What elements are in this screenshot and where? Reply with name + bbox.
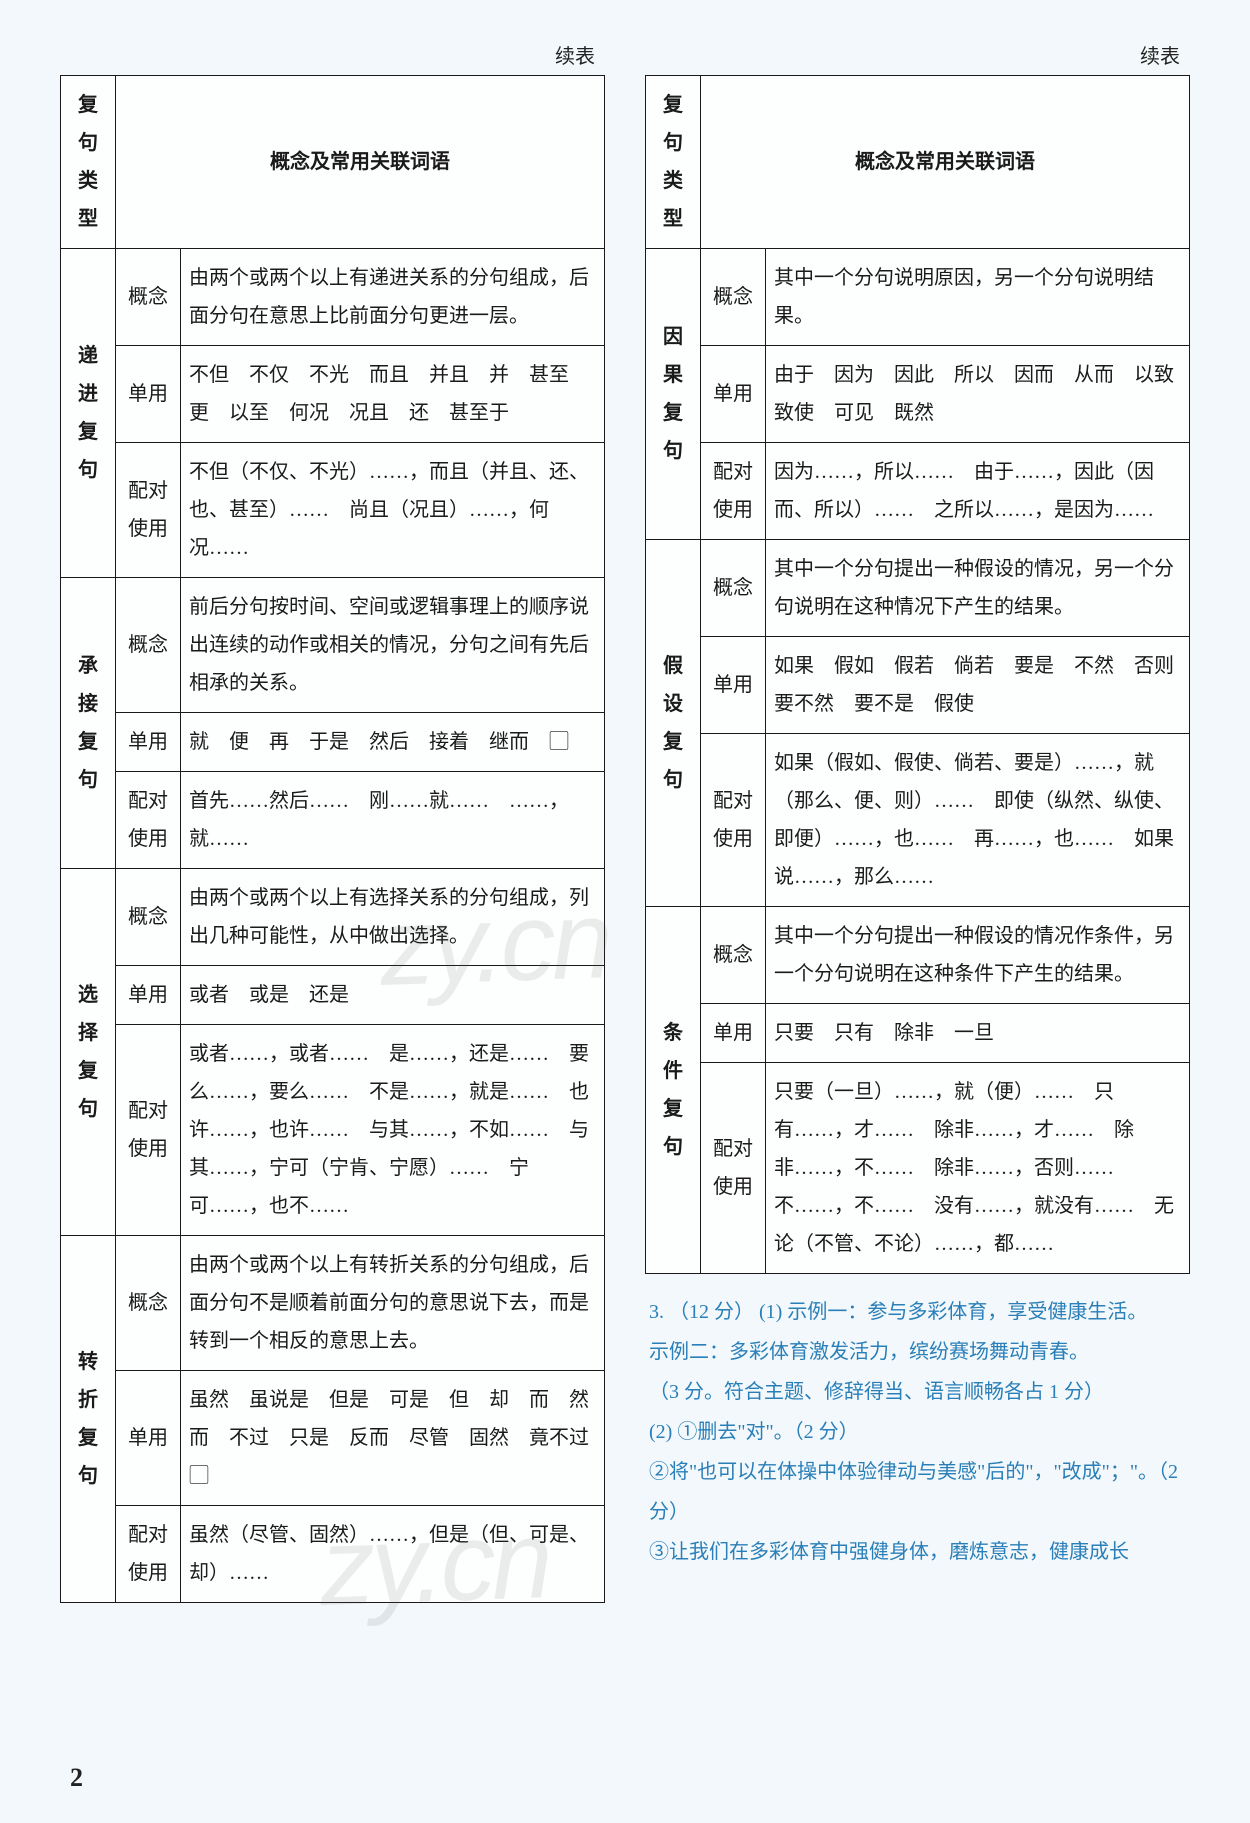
content-cell: 其中一个分句提出一种假设的情况作条件，另一个分句说明在这种条件下产生的结果。 — [766, 907, 1190, 1004]
header-concept: 概念及常用关联词语 — [701, 76, 1190, 249]
q3-number: 3. — [649, 1301, 664, 1323]
content-cell: 或者……，或者…… 是……，还是…… 要么……，要么…… 不是……，就是…… 也… — [181, 1025, 605, 1236]
sub-cell: 配对使用 — [701, 1063, 766, 1274]
page-layout: 续表 复句类型 概念及常用关联词语 递进复句 概念 由两个或两个以上有递进关系的… — [50, 40, 1200, 1603]
content-cell: 由两个或两个以上有转折关系的分句组成，后面分句不是顺着前面分句的意思说下去，而是… — [181, 1236, 605, 1371]
content-cell: 虽然（尽管、固然）……，但是（但、可是、却）…… — [181, 1506, 605, 1603]
table-row: 单用 不但 不仅 不光 而且 并且 并 甚至 更 以至 何况 况且 还 甚至于 — [61, 346, 605, 443]
q3-2-2: ②将"也可以在体操中体验律动与美感"后的"，"改成"；"。（2 分） — [649, 1461, 1178, 1523]
sub-cell: 单用 — [116, 1371, 181, 1506]
q3-1-label: (1) — [759, 1301, 782, 1323]
sub-cell: 概念 — [701, 907, 766, 1004]
sub-cell: 配对使用 — [116, 443, 181, 578]
q3-points: （12 分） — [669, 1301, 754, 1323]
q3-1-note: （3 分。符合主题、修辞得当、语言顺畅各占 1 分） — [649, 1381, 1104, 1403]
type-cell-jiashe: 假设复句 — [646, 540, 701, 907]
content-cell: 虽然 虽说是 但是 可是 但 却 而 然而 不过 只是 反而 尽管 固然 竟不过… — [181, 1371, 605, 1506]
content-cell: 就 便 再 于是 然后 接着 继而 ▢ — [181, 713, 605, 772]
sub-cell: 概念 — [116, 869, 181, 966]
page-number: 2 — [70, 1763, 83, 1793]
type-cell-zhuanzhe: 转折复句 — [61, 1236, 116, 1603]
right-column: 续表 复句类型 概念及常用关联词语 因果复句 概念 其中一个分句说明原因，另一个… — [645, 40, 1190, 1603]
header-type-text: 复句类型 — [663, 94, 683, 230]
continued-label-left: 续表 — [60, 40, 605, 69]
table-header-row: 复句类型 概念及常用关联词语 — [61, 76, 605, 249]
q3-1-ex2: 示例二：多彩体育激发活力，缤纷赛场舞动青春。 — [649, 1341, 1089, 1363]
content-cell: 因为……，所以…… 由于……，因此（因而、所以）…… 之所以……，是因为…… — [766, 443, 1190, 540]
type-cell-xuanze: 选择复句 — [61, 869, 116, 1236]
q3-2-label: (2) — [649, 1421, 672, 1443]
table-row: 配对使用 只要（一旦）……，就（便）…… 只有……，才…… 除非……，才…… 除… — [646, 1063, 1190, 1274]
table-row: 转折复句 概念 由两个或两个以上有转折关系的分句组成，后面分句不是顺着前面分句的… — [61, 1236, 605, 1371]
table-row: 选择复句 概念 由两个或两个以上有选择关系的分句组成，列出几种可能性，从中做出选… — [61, 869, 605, 966]
content-cell: 不但（不仅、不光）……，而且（并且、还、也、甚至）…… 尚且（况且）……，何况…… — [181, 443, 605, 578]
table-row: 单用 只要 只有 除非 一旦 — [646, 1004, 1190, 1063]
table-row: 假设复句 概念 其中一个分句提出一种假设的情况，另一个分句说明在这种情况下产生的… — [646, 540, 1190, 637]
continued-label-right: 续表 — [645, 40, 1190, 69]
left-table: 复句类型 概念及常用关联词语 递进复句 概念 由两个或两个以上有递进关系的分句组… — [60, 75, 605, 1603]
content-cell: 由两个或两个以上有递进关系的分句组成，后面分句在意思上比前面分句更进一层。 — [181, 249, 605, 346]
header-type: 复句类型 — [646, 76, 701, 249]
content-cell: 如果 假如 假若 倘若 要是 不然 否则 要不然 要不是 假使 — [766, 637, 1190, 734]
header-type: 复句类型 — [61, 76, 116, 249]
right-table: 复句类型 概念及常用关联词语 因果复句 概念 其中一个分句说明原因，另一个分句说… — [645, 75, 1190, 1274]
table-row: 配对使用 如果（假如、假使、倘若、要是）……，就（那么、便、则）…… 即使（纵然… — [646, 734, 1190, 907]
sub-cell: 配对使用 — [116, 772, 181, 869]
table-row: 因果复句 概念 其中一个分句说明原因，另一个分句说明结果。 — [646, 249, 1190, 346]
content-cell: 首先……然后…… 刚……就…… ……，就…… — [181, 772, 605, 869]
table-row: 配对使用 首先……然后…… 刚……就…… ……，就…… — [61, 772, 605, 869]
type-cell-yinguo: 因果复句 — [646, 249, 701, 540]
content-cell: 或者 或是 还是 — [181, 966, 605, 1025]
sub-cell: 配对使用 — [701, 734, 766, 907]
q3-1-ex1: 示例一：参与多彩体育，享受健康生活。 — [787, 1301, 1147, 1323]
table-row: 递进复句 概念 由两个或两个以上有递进关系的分句组成，后面分句在意思上比前面分句… — [61, 249, 605, 346]
header-type-text: 复句类型 — [78, 94, 98, 230]
sub-cell: 单用 — [701, 637, 766, 734]
sub-cell: 单用 — [116, 966, 181, 1025]
sub-cell: 单用 — [701, 1004, 766, 1063]
sub-cell: 配对使用 — [116, 1506, 181, 1603]
table-row: 承接复句 概念 前后分句按时间、空间或逻辑事理上的顺序说出连续的动作或相关的情况… — [61, 578, 605, 713]
table-row: 条件复句 概念 其中一个分句提出一种假设的情况作条件，另一个分句说明在这种条件下… — [646, 907, 1190, 1004]
table-row: 单用 如果 假如 假若 倘若 要是 不然 否则 要不然 要不是 假使 — [646, 637, 1190, 734]
table-row: 配对使用 不但（不仅、不光）……，而且（并且、还、也、甚至）…… 尚且（况且）…… — [61, 443, 605, 578]
content-cell: 不但 不仅 不光 而且 并且 并 甚至 更 以至 何况 况且 还 甚至于 — [181, 346, 605, 443]
table-row: 单用 由于 因为 因此 所以 因而 从而 以致 致使 可见 既然 — [646, 346, 1190, 443]
sub-cell: 概念 — [116, 578, 181, 713]
table-row: 单用 就 便 再 于是 然后 接着 继而 ▢ — [61, 713, 605, 772]
content-cell: 其中一个分句说明原因，另一个分句说明结果。 — [766, 249, 1190, 346]
answer-block: 3. （12 分） (1) 示例一：参与多彩体育，享受健康生活。 示例二：多彩体… — [645, 1292, 1190, 1572]
table-header-row: 复句类型 概念及常用关联词语 — [646, 76, 1190, 249]
content-cell: 由于 因为 因此 所以 因而 从而 以致 致使 可见 既然 — [766, 346, 1190, 443]
content-cell: 如果（假如、假使、倘若、要是）……，就（那么、便、则）…… 即使（纵然、纵使、即… — [766, 734, 1190, 907]
table-row: 单用 虽然 虽说是 但是 可是 但 却 而 然而 不过 只是 反而 尽管 固然 … — [61, 1371, 605, 1506]
sub-cell: 单用 — [116, 346, 181, 443]
sub-cell: 配对使用 — [116, 1025, 181, 1236]
content-cell: 前后分句按时间、空间或逻辑事理上的顺序说出连续的动作或相关的情况，分句之间有先后… — [181, 578, 605, 713]
content-cell: 由两个或两个以上有选择关系的分句组成，列出几种可能性，从中做出选择。 — [181, 869, 605, 966]
table-row: 配对使用 因为……，所以…… 由于……，因此（因而、所以）…… 之所以……，是因… — [646, 443, 1190, 540]
type-cell-tiaojian: 条件复句 — [646, 907, 701, 1274]
table-row: 配对使用 或者……，或者…… 是……，还是…… 要么……，要么…… 不是……，就… — [61, 1025, 605, 1236]
sub-cell: 配对使用 — [701, 443, 766, 540]
type-cell-chengjie: 承接复句 — [61, 578, 116, 869]
header-concept: 概念及常用关联词语 — [116, 76, 605, 249]
content-cell: 只要（一旦）……，就（便）…… 只有……，才…… 除非……，才…… 除非……，不… — [766, 1063, 1190, 1274]
table-row: 单用 或者 或是 还是 — [61, 966, 605, 1025]
table-row: 配对使用 虽然（尽管、固然）……，但是（但、可是、却）…… — [61, 1506, 605, 1603]
sub-cell: 概念 — [701, 249, 766, 346]
sub-cell: 单用 — [116, 713, 181, 772]
q3-2-3: ③让我们在多彩体育中强健身体，磨炼意志，健康成长 — [649, 1541, 1129, 1563]
left-column: 续表 复句类型 概念及常用关联词语 递进复句 概念 由两个或两个以上有递进关系的… — [60, 40, 605, 1603]
content-cell: 只要 只有 除非 一旦 — [766, 1004, 1190, 1063]
type-cell-dijin: 递进复句 — [61, 249, 116, 578]
sub-cell: 单用 — [701, 346, 766, 443]
sub-cell: 概念 — [701, 540, 766, 637]
sub-cell: 概念 — [116, 249, 181, 346]
q3-2-1: ①删去"对"。（2 分） — [677, 1421, 858, 1443]
content-cell: 其中一个分句提出一种假设的情况，另一个分句说明在这种情况下产生的结果。 — [766, 540, 1190, 637]
sub-cell: 概念 — [116, 1236, 181, 1371]
